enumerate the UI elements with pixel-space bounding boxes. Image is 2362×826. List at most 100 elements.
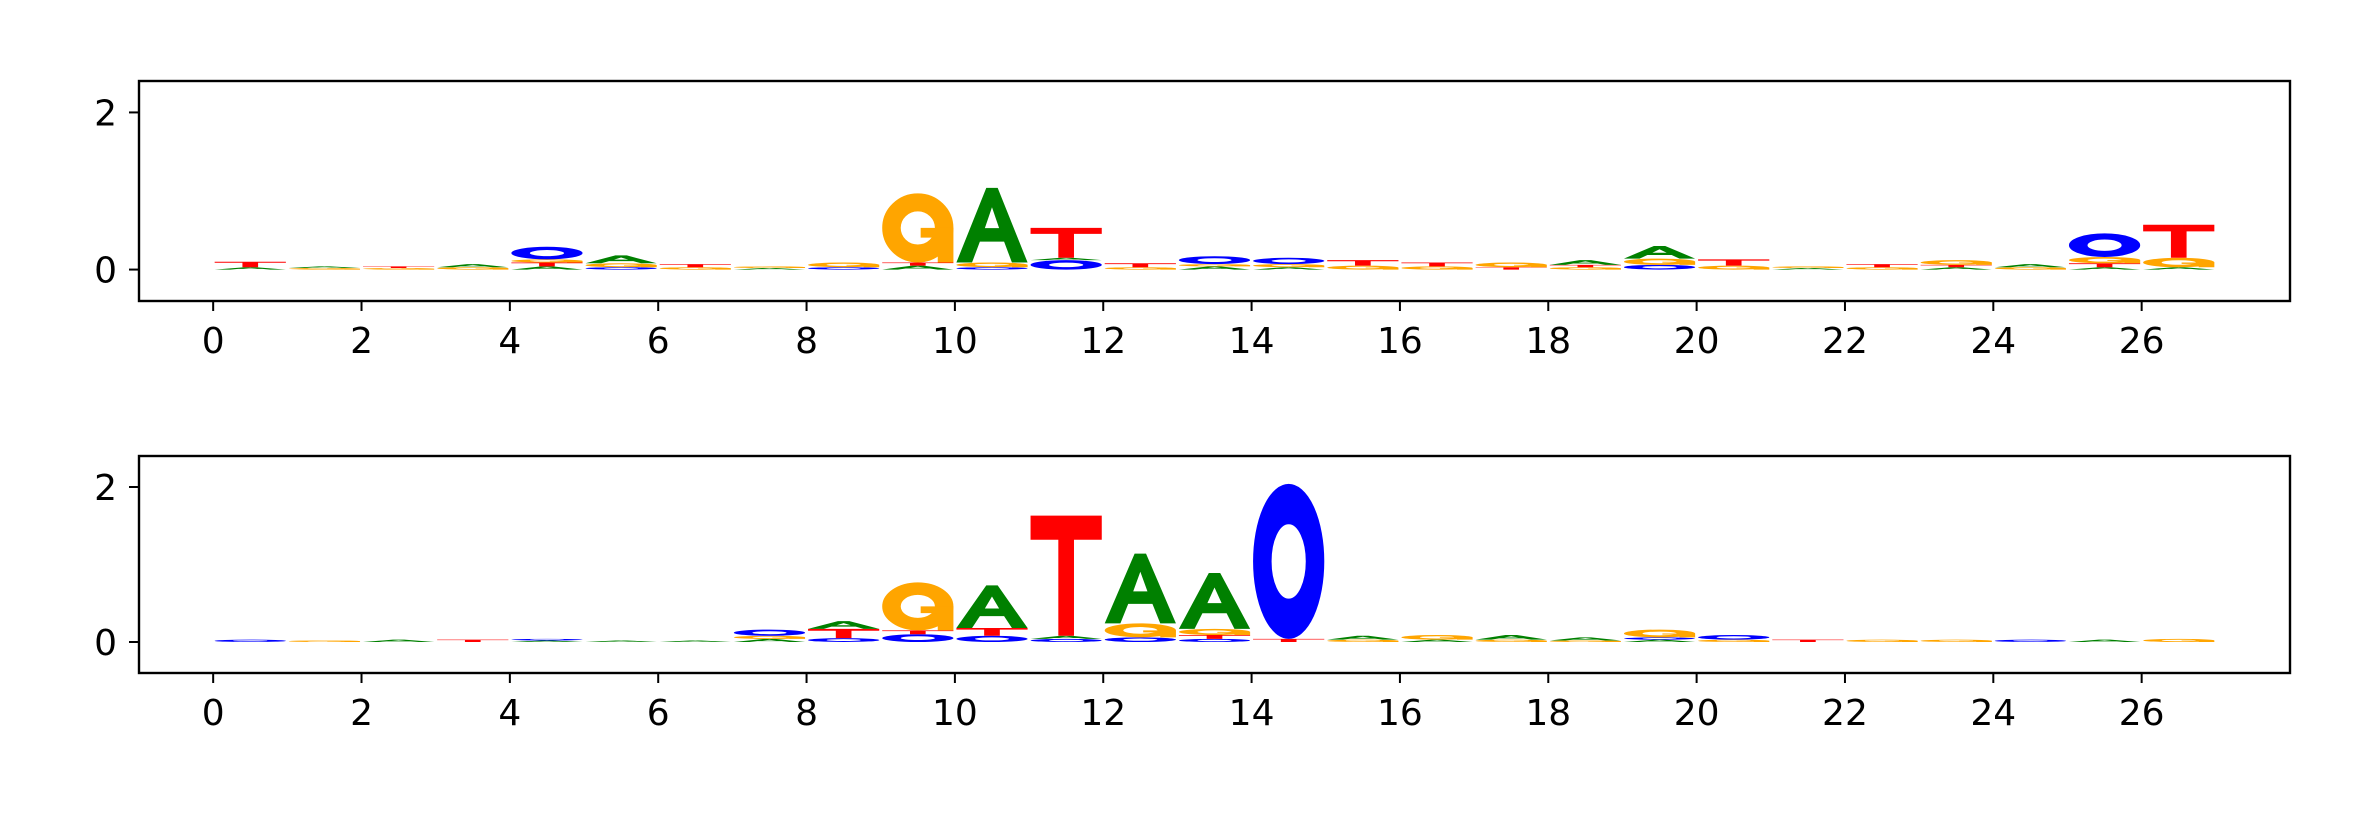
logo-letter-T (808, 628, 880, 639)
logo-letter-T (956, 628, 1028, 636)
logo-letter-T (1030, 227, 1102, 258)
logo-letters (214, 187, 2215, 270)
logo-letter-A (1178, 266, 1251, 270)
logo-letter-G (1698, 265, 1770, 270)
y-tick-label: 2 (94, 93, 117, 134)
axes-frame (137, 79, 2292, 303)
y-tick-label: 0 (94, 623, 117, 664)
logo-letter-G (1846, 639, 1918, 642)
logo-letter-T (437, 639, 509, 642)
logo-letter-C (1030, 638, 1102, 643)
x-tick-label: 26 (2119, 693, 2165, 734)
x-tick-label: 14 (1229, 693, 1275, 734)
x-tick-label: 6 (647, 693, 670, 734)
logo-letter-C (882, 634, 954, 643)
logo-letter-G (437, 267, 509, 270)
logo-letter-T (659, 264, 731, 268)
logo-letter-A (956, 187, 1028, 263)
logo-letter-C (215, 639, 286, 642)
axes-frame (137, 454, 2292, 675)
logo-letter-G (1624, 258, 1696, 265)
x-tick-label: 0 (202, 321, 225, 362)
logo-letter-A (1327, 635, 1399, 640)
logo-letter-A (1104, 553, 1176, 624)
logo-letter-A (1772, 268, 1844, 270)
logo-letter-A (437, 264, 509, 268)
x-tick-label: 16 (1377, 693, 1423, 734)
logo-letter-A (1920, 267, 1992, 270)
logo-letter-C (1104, 637, 1176, 642)
logo-letter-G (289, 268, 361, 270)
x-tick-label: 18 (1525, 321, 1571, 362)
logo-letter-G (2143, 638, 2215, 643)
logo-letter-A (956, 585, 1028, 629)
logo-letter-G (1475, 639, 1547, 642)
logo-letter-A (2068, 639, 2141, 642)
logo-letter-G (1253, 264, 1325, 268)
logo-letter-A (733, 638, 806, 642)
logo-letter-T (1178, 635, 1251, 639)
logo-letter-A (2068, 267, 2141, 270)
x-tick-label: 18 (1525, 693, 1571, 734)
x-tick-label: 6 (647, 321, 670, 362)
logo-letter-A (1178, 573, 1251, 629)
logo-letter-G (1179, 628, 1251, 636)
x-tick-label: 4 (498, 321, 521, 362)
logo-letter-C (1179, 638, 1250, 643)
logo-letter-G (1772, 266, 1844, 268)
logo-letter-T (1698, 259, 1770, 266)
logo-letter-G (1104, 623, 1176, 638)
x-tick-label: 2 (350, 321, 373, 362)
x-tick-label: 20 (1674, 321, 1720, 362)
logo-letter-T (1030, 515, 1102, 636)
logo-letter-G (289, 640, 361, 643)
logo-letter-C (956, 267, 1028, 270)
logo-letter-G (1550, 267, 1621, 270)
logo-letter-T (363, 266, 435, 268)
x-tick-label: 8 (795, 321, 818, 362)
logo-letter-G (1549, 640, 1621, 643)
logo-letter-G (1179, 264, 1251, 267)
logo-letter-C (2069, 233, 2141, 257)
logo-letter-A (288, 266, 361, 268)
logo-letter-A (1401, 639, 1473, 642)
logo-letters (215, 483, 2215, 643)
logo-letter-A (1623, 639, 1696, 642)
logo-letter-A (1549, 637, 1621, 641)
x-tick-label: 14 (1229, 321, 1275, 362)
logo-letter-T (2068, 263, 2141, 268)
logo-letter-C (734, 629, 805, 636)
y-tick-label: 0 (94, 251, 117, 292)
x-tick-label: 2 (350, 693, 373, 734)
logo-letter-T (1846, 264, 1918, 268)
logo-letter-G (1995, 267, 2066, 270)
logo-letter-T (882, 630, 954, 635)
logo-letter-G (1921, 639, 1992, 642)
logo-letter-A (1253, 267, 1325, 270)
logo-letter-G (808, 262, 880, 268)
logo-letter-T (882, 262, 954, 266)
x-tick-label: 10 (932, 321, 978, 362)
x-tick-label: 24 (1970, 693, 2016, 734)
x-tick-label: 24 (1970, 321, 2016, 362)
logo-letter-C (1253, 483, 1325, 639)
logo-letter-T (2143, 224, 2215, 258)
logo-letter-T (1401, 262, 1473, 267)
logo-letter-T (1920, 264, 1992, 268)
logo-letter-G (1475, 262, 1547, 268)
logo-letter-A (511, 266, 583, 270)
logo-letter-A (808, 621, 880, 629)
logo-letter-G (1105, 267, 1176, 270)
logo-letter-G (363, 268, 435, 270)
y-tick-label: 2 (94, 468, 117, 509)
logo-letter-A (214, 267, 286, 270)
logo-letter-G (511, 259, 583, 263)
logo-letter-G (734, 266, 806, 268)
logo-letter-G (1327, 639, 1399, 642)
logo-letter-T (1772, 639, 1844, 642)
logo-letter-T (214, 261, 286, 268)
x-tick-label: 12 (1080, 321, 1126, 362)
logo-letter-C (1698, 635, 1770, 640)
